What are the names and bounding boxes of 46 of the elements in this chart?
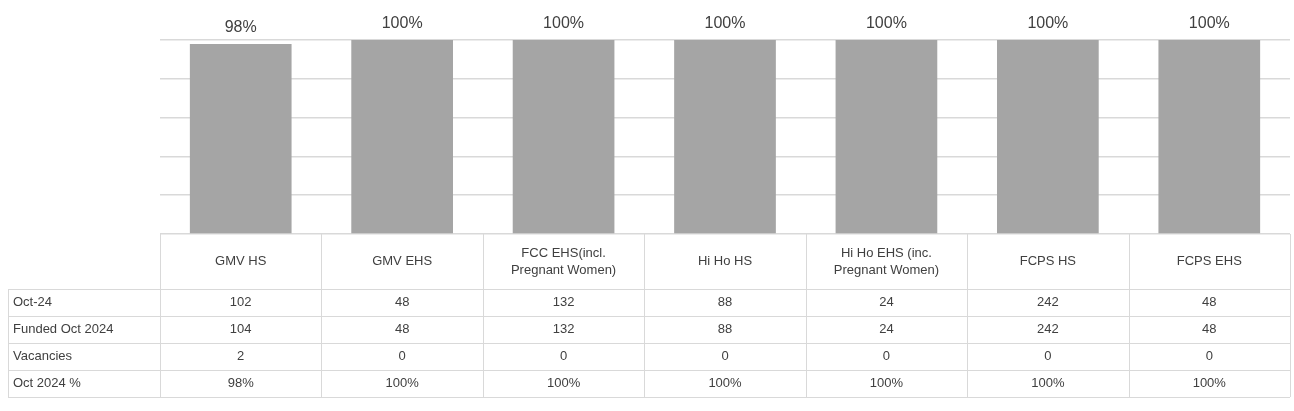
text: 242 bbox=[1037, 294, 1059, 310]
text: 102 bbox=[229, 294, 252, 310]
text: 132 bbox=[552, 294, 575, 310]
text: 0 bbox=[398, 348, 406, 364]
data-label: 100% bbox=[708, 375, 743, 391]
x-tick-label: FCPS HS bbox=[1019, 253, 1077, 269]
text: 48 bbox=[1202, 321, 1217, 337]
x-tick-label: FCPS EHS bbox=[1176, 253, 1243, 269]
text: 48 bbox=[394, 321, 410, 337]
x-tick-label: Hi Ho HS bbox=[697, 253, 753, 269]
text: 48 bbox=[394, 294, 410, 310]
x-tick-label: Hi Ho EHS (inc. Pregnant Women) bbox=[833, 244, 940, 277]
text: 100% bbox=[865, 14, 907, 32]
data-label: 98% bbox=[227, 375, 255, 391]
text: Vacancies bbox=[13, 348, 73, 364]
text: 100% bbox=[543, 14, 585, 32]
text: 100% bbox=[1188, 14, 1230, 32]
x-tick-label: GMV EHS bbox=[372, 253, 433, 269]
data-label: 100% bbox=[1031, 375, 1065, 391]
text: 0 bbox=[1205, 348, 1213, 364]
text: 0 bbox=[1044, 348, 1052, 364]
text: 100% bbox=[1027, 14, 1069, 32]
text: 242 bbox=[1037, 321, 1059, 337]
text: 104 bbox=[229, 321, 252, 337]
text: 88 bbox=[717, 321, 733, 337]
text: 132 bbox=[552, 321, 575, 337]
data-label: 100% bbox=[1192, 375, 1227, 391]
text: 24 bbox=[879, 294, 894, 310]
text: 48 bbox=[1202, 294, 1217, 310]
data-label: 100% bbox=[546, 375, 581, 391]
text: 0 bbox=[721, 348, 729, 364]
text: 0 bbox=[882, 348, 891, 364]
x-tick-label: GMV HS bbox=[215, 253, 267, 269]
text: 24 bbox=[879, 321, 894, 337]
text: Oct 2024 % bbox=[13, 375, 82, 391]
data-label: 100% bbox=[869, 375, 904, 391]
text: 98% bbox=[224, 18, 257, 36]
text: 2 bbox=[237, 348, 245, 364]
text: 88 bbox=[717, 294, 733, 310]
x-tick-label: FCC EHS(incl. Pregnant Women) bbox=[510, 244, 617, 277]
text: Oct-24 bbox=[13, 294, 53, 310]
text: 0 bbox=[559, 348, 568, 364]
data-label: 100% bbox=[385, 375, 420, 391]
text: 100% bbox=[704, 14, 746, 32]
text: 100% bbox=[381, 14, 423, 32]
text: Funded Oct 2024 bbox=[13, 321, 114, 337]
